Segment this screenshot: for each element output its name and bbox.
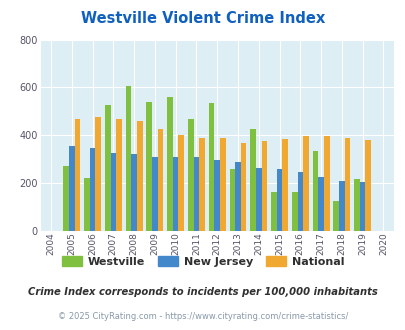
Bar: [359, 182, 364, 231]
Bar: [333, 201, 338, 231]
Bar: [354, 179, 359, 231]
Bar: [167, 97, 173, 231]
Bar: [104, 105, 110, 231]
Bar: [152, 157, 157, 231]
Bar: [291, 191, 297, 231]
Bar: [229, 169, 234, 231]
Bar: [136, 121, 142, 231]
Bar: [271, 191, 276, 231]
Bar: [95, 116, 101, 231]
Text: Westville Violent Crime Index: Westville Violent Crime Index: [81, 11, 324, 26]
Text: © 2025 CityRating.com - https://www.cityrating.com/crime-statistics/: © 2025 CityRating.com - https://www.city…: [58, 312, 347, 321]
Bar: [318, 177, 323, 231]
Bar: [126, 85, 131, 231]
Bar: [116, 119, 121, 231]
Bar: [69, 146, 75, 231]
Bar: [63, 166, 69, 231]
Bar: [193, 157, 199, 231]
Bar: [214, 160, 220, 231]
Bar: [234, 162, 240, 231]
Bar: [276, 169, 281, 231]
Bar: [173, 157, 178, 231]
Bar: [208, 104, 214, 231]
Bar: [255, 168, 261, 231]
Bar: [110, 152, 116, 231]
Bar: [344, 138, 350, 231]
Bar: [178, 135, 183, 231]
Bar: [323, 136, 329, 231]
Bar: [338, 182, 344, 231]
Text: Crime Index corresponds to incidents per 100,000 inhabitants: Crime Index corresponds to incidents per…: [28, 287, 377, 297]
Bar: [364, 140, 370, 231]
Bar: [84, 178, 90, 231]
Bar: [312, 151, 318, 231]
Bar: [188, 119, 193, 231]
Bar: [220, 138, 225, 231]
Bar: [281, 139, 287, 231]
Bar: [199, 138, 205, 231]
Bar: [75, 118, 80, 231]
Bar: [90, 148, 95, 231]
Bar: [297, 172, 303, 231]
Bar: [240, 143, 246, 231]
Legend: Westville, New Jersey, National: Westville, New Jersey, National: [57, 251, 348, 271]
Bar: [146, 102, 152, 231]
Bar: [261, 141, 266, 231]
Bar: [250, 129, 255, 231]
Bar: [131, 154, 136, 231]
Bar: [303, 136, 308, 231]
Bar: [157, 129, 163, 231]
